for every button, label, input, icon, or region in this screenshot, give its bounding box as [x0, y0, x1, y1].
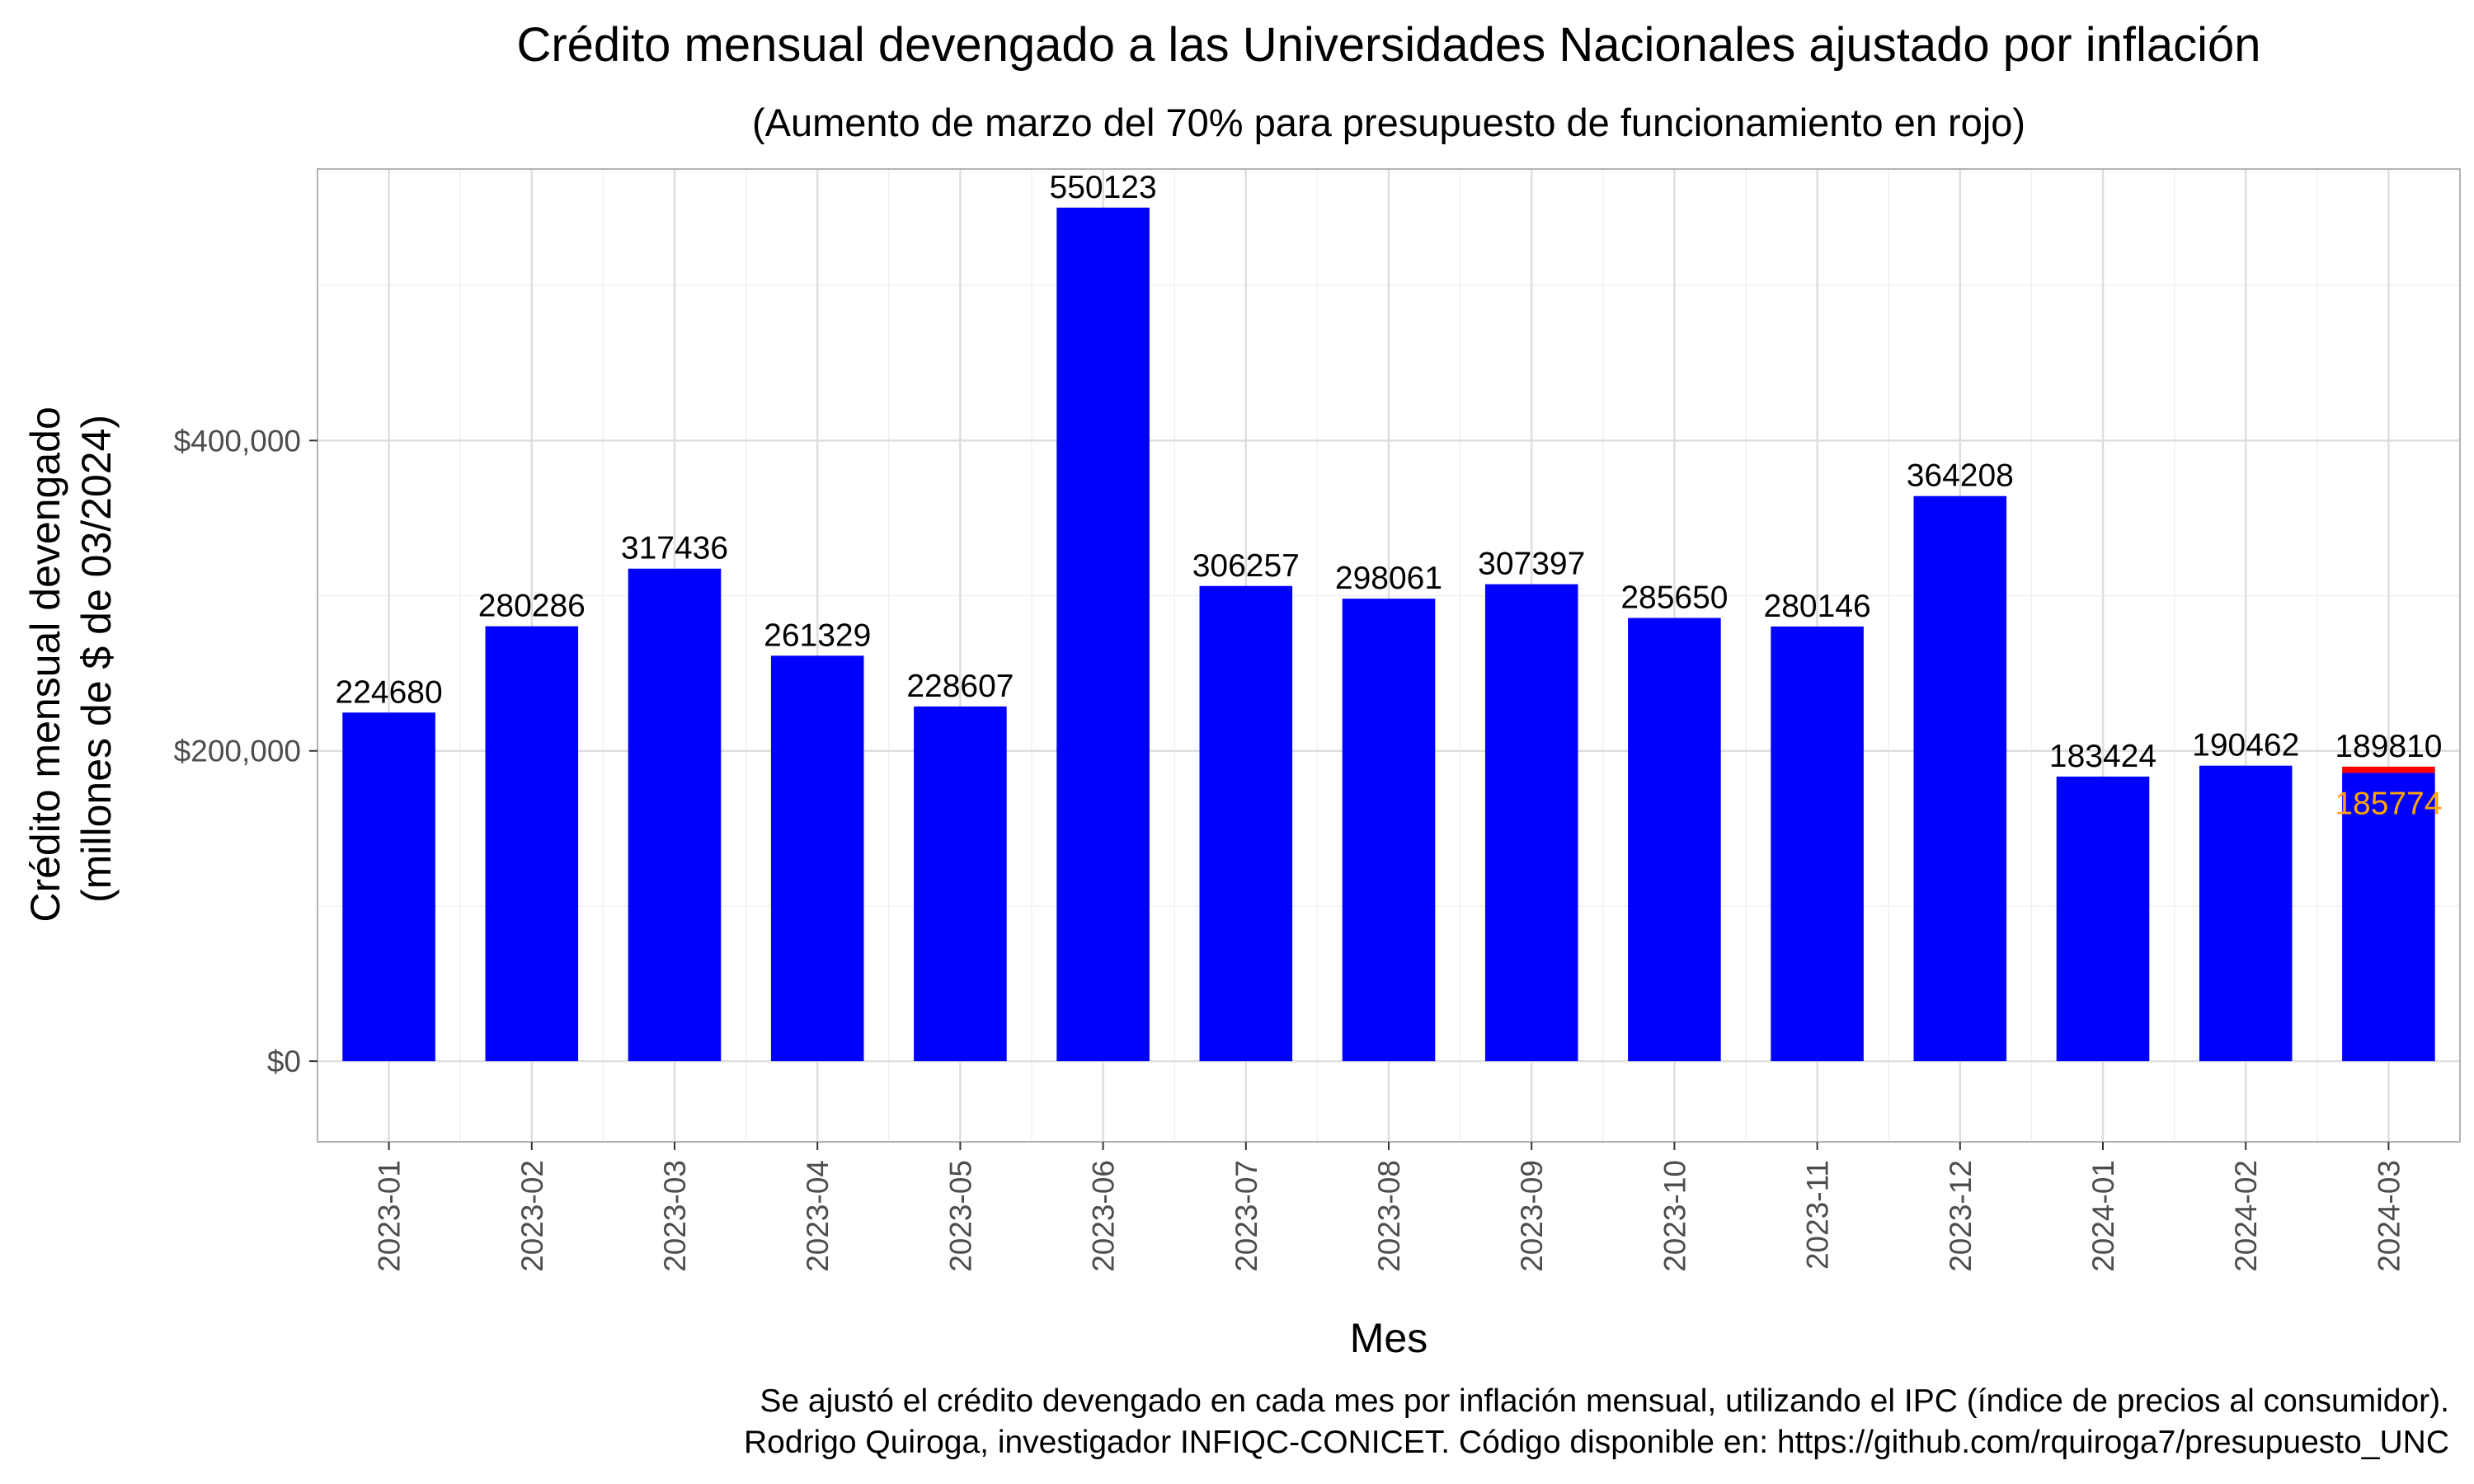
bar [1771, 626, 1864, 1062]
data-label: 280286 [478, 589, 586, 624]
y-tick-label: $400,000 [174, 424, 301, 458]
bar [485, 626, 579, 1062]
data-label: 306257 [1192, 548, 1300, 584]
bar [2342, 773, 2435, 1062]
bar [2342, 766, 2435, 773]
bar [1056, 207, 1150, 1062]
x-tick-label: 2023-05 [943, 1160, 977, 1272]
data-label: 307397 [1478, 547, 1585, 582]
data-label: 364208 [1907, 458, 2014, 494]
x-tick-label: 2023-02 [515, 1160, 549, 1272]
x-tick-label: 2023-12 [1944, 1160, 1978, 1272]
y-axis-title-line1: Crédito mensual devengado [22, 406, 68, 922]
x-tick-label: 2023-09 [1515, 1160, 1549, 1272]
bar [914, 706, 1007, 1062]
data-labels: 224680 280286 317436 261329 228607 550123 3062… [336, 170, 2443, 822]
data-label: 190462 [2192, 728, 2299, 763]
data-label: 298061 [1335, 561, 1442, 596]
x-tick-label: 2023-06 [1087, 1160, 1121, 1272]
caption-line-2: Rodrigo Quiroga, investigador INFIQC-CON… [744, 1425, 2449, 1460]
y-axis-title: Crédito mensual devengado (millones de $… [22, 395, 120, 922]
y-axis-title-line2: (millones de $ de 03/2024) [73, 415, 120, 903]
data-label: 317436 [621, 531, 728, 566]
bar [342, 712, 435, 1062]
data-label: 550123 [1050, 170, 1157, 205]
x-tick-label: 2023-04 [801, 1160, 835, 1272]
data-label: 280146 [1764, 589, 1871, 624]
caption-line-1: Se ajustó el crédito devengado en cada m… [760, 1383, 2449, 1419]
axes: $0 $200,000 $400,000 2023-01 2023-02 2023-03 2… [174, 168, 2461, 1272]
bar [2056, 776, 2150, 1062]
y-tick-label: $200,000 [174, 735, 301, 768]
data-label: 261329 [764, 618, 871, 653]
x-axis-title: Mes [1350, 1315, 1427, 1361]
x-tick-label: 2024-02 [2229, 1160, 2263, 1272]
chart-subtitle: (Aumento de marzo del 70% para presupues… [752, 101, 2025, 144]
bars [342, 207, 2435, 1062]
bar [1484, 584, 1578, 1062]
x-tick-label: 2023-03 [658, 1160, 692, 1272]
bar [1199, 585, 1293, 1062]
data-label: 189810 [2335, 729, 2442, 764]
bar [770, 655, 864, 1062]
bar [1913, 495, 2007, 1062]
chart-title: Crédito mensual devengado a las Universi… [516, 18, 2260, 72]
data-label-extra: 185774 [2335, 787, 2442, 822]
x-tick-label: 2024-01 [2086, 1160, 2120, 1272]
x-tick-label: 2023-07 [1230, 1160, 1263, 1272]
bar [2199, 765, 2293, 1062]
x-tick-label: 2023-11 [1801, 1160, 1835, 1270]
data-label: 228607 [906, 669, 1014, 704]
x-tick-label: 2023-01 [373, 1160, 407, 1272]
data-label: 183424 [2049, 739, 2157, 774]
bar [1628, 618, 1721, 1062]
x-tick-label: 2023-10 [1658, 1160, 1691, 1272]
x-tick-label: 2024-03 [2372, 1160, 2406, 1272]
data-label: 224680 [336, 674, 443, 710]
x-tick-label: 2023-08 [1372, 1160, 1406, 1272]
y-tick-label: $0 [267, 1045, 301, 1078]
data-label: 285650 [1620, 580, 1728, 616]
bar [628, 568, 722, 1062]
bar [1342, 599, 1436, 1062]
